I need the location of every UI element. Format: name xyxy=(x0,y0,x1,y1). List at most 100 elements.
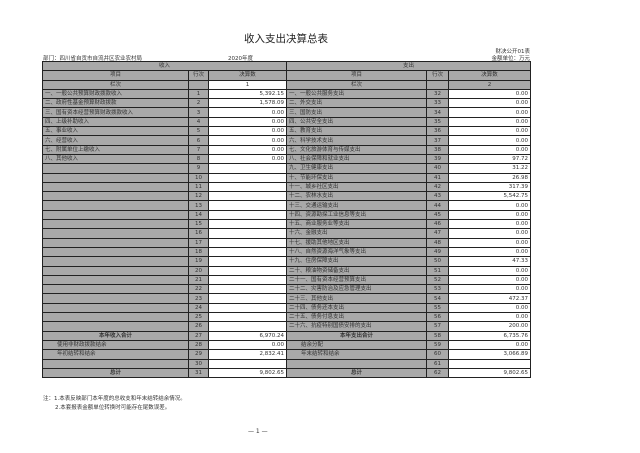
expense-row-no: 47 xyxy=(426,228,449,239)
income-amount xyxy=(208,191,287,202)
income-item: 总计 xyxy=(42,367,189,379)
expense-amount: 0.00 xyxy=(448,219,531,230)
income-row-no: 25 xyxy=(188,311,209,323)
income-row-no: 31 xyxy=(188,367,209,379)
expense-row-no: 34 xyxy=(426,107,449,118)
income-item: 二、政府性基金预算财政拨款 xyxy=(42,98,189,109)
expense-row-no: 56 xyxy=(426,311,449,323)
expense-item: 十、节能环保支出 xyxy=(286,172,427,183)
expense-item: 二十六、抗疫特别国债安排的支出 xyxy=(286,321,427,332)
expense-amount xyxy=(448,358,531,369)
expense-amount: 26.98 xyxy=(448,172,531,183)
income-amount: 0.00 xyxy=(208,153,287,165)
expense-item: 二十四、债务还本支出 xyxy=(286,302,427,314)
income-item: 本年收入合计 xyxy=(42,330,189,341)
expense-row-no: 62 xyxy=(426,367,449,379)
expense-amount: 31.22 xyxy=(448,163,531,174)
expense-header: 支出 xyxy=(286,60,531,72)
income-amount xyxy=(208,246,287,258)
income-amount: 1,578.09 xyxy=(208,98,287,109)
income-rowno-header: 行次 xyxy=(188,70,209,81)
income-row-no: 8 xyxy=(188,153,209,165)
expense-amount: 0.00 xyxy=(448,302,531,314)
income-row-no: 26 xyxy=(188,321,209,332)
income-row-no: 14 xyxy=(188,209,209,221)
income-item xyxy=(42,228,189,239)
income-item: 七、附属单位上缴收入 xyxy=(42,144,189,155)
expense-row-no: 42 xyxy=(426,181,449,193)
income-row-no: 11 xyxy=(188,181,209,193)
income-row-no: 21 xyxy=(188,274,209,286)
expense-amount: 200.00 xyxy=(448,321,531,332)
expense-column-label: 栏次 xyxy=(286,79,427,90)
income-amount xyxy=(208,228,287,239)
expense-row-no: 55 xyxy=(426,302,449,314)
income-item xyxy=(42,181,189,193)
income-amount xyxy=(208,256,287,267)
income-amount: 0.00 xyxy=(208,339,287,351)
expense-amount: 47.33 xyxy=(448,256,531,267)
income-amount xyxy=(208,284,287,295)
income-item xyxy=(42,284,189,295)
table-row: 25 二十五、债务付息支出 56 0.00 xyxy=(42,311,531,323)
expense-row-no: 52 xyxy=(426,274,449,286)
expense-amount: 0.00 xyxy=(448,98,531,109)
expense-item: 一、一般公共服务支出 xyxy=(286,88,427,100)
income-amount: 0.00 xyxy=(208,107,287,118)
income-row-no: 5 xyxy=(188,126,209,137)
income-row-no: 16 xyxy=(188,228,209,239)
income-row-no: 23 xyxy=(188,293,209,304)
expense-item: 十五、商业服务业等支出 xyxy=(286,219,427,230)
income-amount: 0.00 xyxy=(208,144,287,155)
income-row-no: 3 xyxy=(188,107,209,118)
expense-item: 六、科学技术支出 xyxy=(286,135,427,146)
income-item xyxy=(42,191,189,202)
income-item: 一、一般公共预算财政拨款收入 xyxy=(42,88,189,100)
expense-row-no: 54 xyxy=(426,293,449,304)
expense-item: 四、公共安全支出 xyxy=(286,116,427,128)
expense-row-no: 32 xyxy=(426,88,449,100)
income-item xyxy=(42,358,189,369)
income-amount xyxy=(208,209,287,221)
expense-amount: 0.00 xyxy=(448,126,531,137)
income-amount xyxy=(208,181,287,193)
expense-amount: 3,066.89 xyxy=(448,349,531,360)
expense-amount: 0.00 xyxy=(448,237,531,248)
income-item: 五、事业收入 xyxy=(42,126,189,137)
income-row-no: 2 xyxy=(188,98,209,109)
expense-row-no: 39 xyxy=(426,153,449,165)
expense-row-no: 35 xyxy=(426,116,449,128)
income-row-no: 12 xyxy=(188,191,209,202)
table-row: 六、经营收入 6 0.00 六、科学技术支出 37 0.00 xyxy=(42,135,531,146)
income-row-no: 27 xyxy=(188,330,209,341)
income-amount xyxy=(208,311,287,323)
expense-row-no: 61 xyxy=(426,358,449,369)
table-row: 使用非财政拨款结余 28 0.00 结余分配 59 0.00 xyxy=(42,339,531,351)
table-row: 一、一般公共预算财政拨款收入 1 5,392.15 一、一般公共服务支出 32 0.00 xyxy=(42,88,531,100)
amount-unit: 金额单位：万元 xyxy=(491,56,530,62)
expense-row-no: 59 xyxy=(426,339,449,351)
income-item: 八、其他收入 xyxy=(42,153,189,165)
expense-item: 十四、资源勘探工业信息等支出 xyxy=(286,209,427,221)
expense-item: 二、外交支出 xyxy=(286,98,427,109)
table-row: 10 十、节能环保支出 41 26.98 xyxy=(42,172,531,183)
income-amount-header: 决算数 xyxy=(208,70,287,81)
table-row: 二、政府性基金预算财政拨款 2 1,578.09 二、外交支出 33 0.00 xyxy=(42,98,531,109)
expense-amount: 9,802.65 xyxy=(448,367,531,379)
expense-amount: 0.00 xyxy=(448,246,531,258)
expense-item: 九、卫生健康支出 xyxy=(286,163,427,174)
income-item: 四、上级补助收入 xyxy=(42,116,189,128)
income-item: 三、国有资本经营预算财政拨款收入 xyxy=(42,107,189,118)
fiscal-year: 2020年度 xyxy=(228,56,253,62)
table-row: 16 十六、金融支出 47 0.00 xyxy=(42,228,531,239)
expense-row-no: 51 xyxy=(426,265,449,276)
expense-item: 十三、交通运输支出 xyxy=(286,200,427,211)
expense-amount: 0.00 xyxy=(448,135,531,146)
income-row-no: 29 xyxy=(188,349,209,360)
expense-row-no: 58 xyxy=(426,330,449,341)
table-row: 20 二十、粮油物资储备支出 51 0.00 xyxy=(42,265,531,276)
table-row: 21 二十一、国有资本经营预算支出 52 0.00 xyxy=(42,274,531,286)
expense-item: 五、教育支出 xyxy=(286,126,427,137)
table-row: 七、附属单位上缴收入 7 0.00 七、文化旅游体育与传媒支出 38 0.00 xyxy=(42,144,531,155)
page-number: — 1 — xyxy=(248,428,268,435)
